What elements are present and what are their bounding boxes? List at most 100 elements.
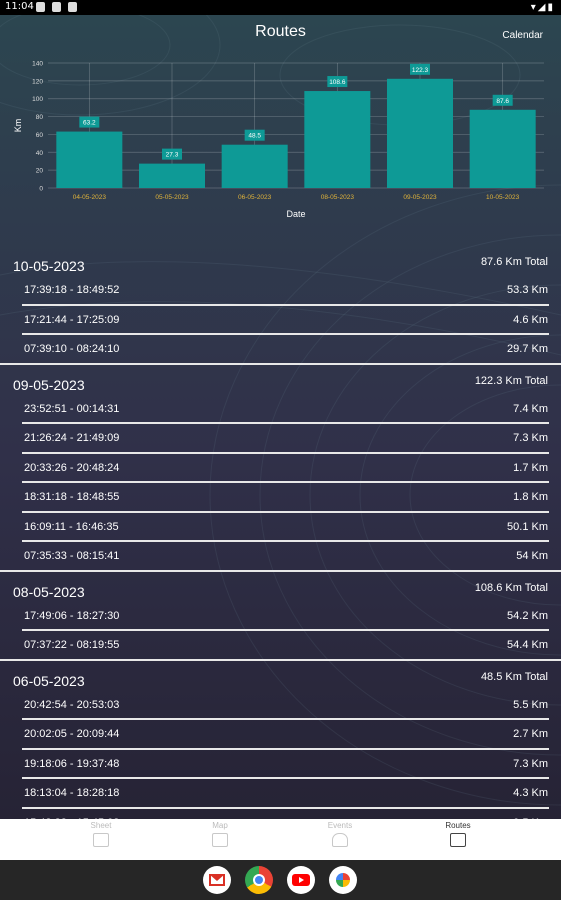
gmail-icon[interactable] xyxy=(203,866,231,894)
data-label-box xyxy=(244,129,265,141)
routes-list: 10-05-2023 87.6 Km Total 17:39:18 - 18:49:… xyxy=(0,255,561,819)
data-label: 108.6 xyxy=(329,79,346,86)
row-divider xyxy=(22,777,549,779)
status-time: 11:04 xyxy=(5,1,34,12)
sheet-icon xyxy=(93,833,109,847)
row-divider xyxy=(22,540,549,542)
route-time-range: 18:13:04 - 18:28:18 xyxy=(24,787,120,799)
x-tick-label: 05-05-2023 xyxy=(155,194,189,201)
routes-screen: Routes Calendar 0 20 40 60 80 100 120 140 63.2 04… xyxy=(0,15,561,819)
route-time-range: 17:21:44 - 17:25:09 xyxy=(24,313,120,326)
notification-icon xyxy=(52,2,61,12)
row-divider xyxy=(22,718,549,720)
day-date: 08-05-2023 xyxy=(13,583,85,600)
route-row[interactable]: 17:49:06 - 18:27:30 54.2 Km xyxy=(0,602,561,631)
x-tick-label: 08-05-2023 xyxy=(321,194,355,201)
bar xyxy=(56,131,123,188)
route-row[interactable]: 20:33:26 - 20:48:24 1.7 Km xyxy=(0,454,561,483)
route-distance: 29.7 Km xyxy=(507,343,548,355)
route-row[interactable]: 20:42:54 - 20:53:03 5.5 Km xyxy=(0,691,561,720)
day-header: 06-05-2023 48.5 Km Total xyxy=(0,670,561,691)
events-icon xyxy=(332,833,348,847)
calendar-button[interactable]: Calendar xyxy=(502,30,543,41)
route-row[interactable]: 18:13:04 - 18:28:18 4.3 Km xyxy=(0,779,561,809)
nav-label: Routes xyxy=(445,821,471,830)
photos-icon[interactable] xyxy=(329,866,357,894)
notification-icon xyxy=(36,2,45,12)
route-distance: 7.3 Km xyxy=(513,757,548,770)
y-tick-label: 80 xyxy=(36,114,44,121)
data-label-box xyxy=(492,94,513,106)
route-distance: 54 Km xyxy=(516,550,548,562)
route-distance: 2.7 Km xyxy=(513,728,548,740)
nav-events[interactable]: Events xyxy=(310,821,370,847)
route-distance: 5.5 Km xyxy=(513,698,548,711)
nav-routes[interactable]: Routes xyxy=(428,821,488,847)
route-time-range: 07:35:33 - 08:15:41 xyxy=(24,550,120,562)
route-row[interactable]: 07:39:10 - 08:24:10 29.7 Km xyxy=(0,335,561,365)
day-total: 48.5 Km Total xyxy=(480,670,548,683)
x-axis-label: Date xyxy=(286,209,305,219)
day-header: 10-05-2023 87.6 Km Total xyxy=(0,255,561,276)
row-divider xyxy=(22,747,549,750)
route-distance: 1.7 Km xyxy=(513,461,548,474)
row-divider xyxy=(22,629,549,631)
day-date: 10-05-2023 xyxy=(13,258,85,274)
route-row[interactable]: 17:39:18 - 18:49:52 53.3 Km xyxy=(0,276,561,306)
row-divider xyxy=(0,569,561,572)
data-label: 27.3 xyxy=(166,152,179,159)
day-header: 09-05-2023 122.3 Km Total xyxy=(0,374,561,395)
y-tick-label: 140 xyxy=(32,61,43,68)
route-distance: 0.5 Km xyxy=(513,817,548,820)
route-time-range: 19:18:06 - 19:37:48 xyxy=(24,757,120,770)
route-row[interactable]: 17:21:44 - 17:25:09 4.6 Km xyxy=(0,306,561,335)
route-distance: 1.8 Km xyxy=(513,491,548,503)
y-tick-label: 40 xyxy=(36,150,44,157)
row-divider xyxy=(22,806,549,809)
nav-sheet[interactable]: Sheet xyxy=(71,821,131,847)
bottom-navigation: Sheet Map Events Routes xyxy=(0,819,561,860)
row-divider xyxy=(22,333,549,335)
day-date: 09-05-2023 xyxy=(13,376,85,393)
route-row[interactable]: 21:26:24 - 21:49:09 7.3 Km xyxy=(0,424,561,454)
route-row[interactable]: 15:43:33 - 15:45:08 0.5 Km xyxy=(0,809,561,820)
row-divider xyxy=(0,658,561,661)
route-time-range: 20:02:05 - 20:09:44 xyxy=(24,728,120,740)
route-row[interactable]: 18:31:18 - 18:48:55 1.8 Km xyxy=(0,483,561,513)
routes-bar-chart: 0 20 40 60 80 100 120 140 63.2 04-05-2023 27.3 05-0… xyxy=(13,61,544,219)
route-time-range: 20:33:26 - 20:48:24 xyxy=(24,461,120,474)
route-time-range: 07:39:10 - 08:24:10 xyxy=(24,343,120,355)
row-divider xyxy=(0,362,561,365)
y-tick-label: 0 xyxy=(39,186,43,193)
route-row[interactable]: 16:09:11 - 16:46:35 50.1 Km xyxy=(0,513,561,542)
route-row[interactable]: 19:18:06 - 19:37:48 7.3 Km xyxy=(0,750,561,779)
route-row[interactable]: 07:35:33 - 08:15:41 54 Km xyxy=(0,542,561,572)
route-time-range: 17:39:18 - 18:49:52 xyxy=(24,284,120,296)
y-axis-label: Km xyxy=(13,119,23,133)
day-total: 87.6 Km Total xyxy=(480,256,548,268)
youtube-icon[interactable] xyxy=(287,866,315,894)
nav-label: Map xyxy=(212,821,228,830)
bar xyxy=(139,163,205,188)
route-time-range: 21:26:24 - 21:49:09 xyxy=(24,432,120,444)
route-time-range: 23:52:51 - 00:14:31 xyxy=(24,402,120,415)
nav-map[interactable]: Map xyxy=(190,821,250,847)
route-time-range: 15:43:33 - 15:45:08 xyxy=(24,817,119,820)
day-total: 108.6 Km Total xyxy=(474,581,548,594)
row-divider xyxy=(22,422,549,424)
y-tick-label: 120 xyxy=(32,78,43,85)
route-time-range: 07:37:22 - 08:19:55 xyxy=(24,639,120,651)
routes-icon xyxy=(450,833,466,847)
route-row[interactable]: 23:52:51 - 00:14:31 7.4 Km xyxy=(0,395,561,424)
bar xyxy=(221,144,288,188)
x-tick-label: 06-05-2023 xyxy=(238,194,272,201)
notification-icon xyxy=(68,2,77,12)
row-divider xyxy=(22,481,549,483)
data-label-box xyxy=(410,63,430,75)
route-distance: 50.1 Km xyxy=(507,520,548,533)
route-row[interactable]: 20:02:05 - 20:09:44 2.7 Km xyxy=(0,720,561,750)
row-divider xyxy=(22,303,549,306)
route-row[interactable]: 07:37:22 - 08:19:55 54.4 Km xyxy=(0,631,561,661)
chrome-icon[interactable] xyxy=(245,866,273,894)
signal-battery-icon: ▾◢▮ xyxy=(530,2,555,13)
